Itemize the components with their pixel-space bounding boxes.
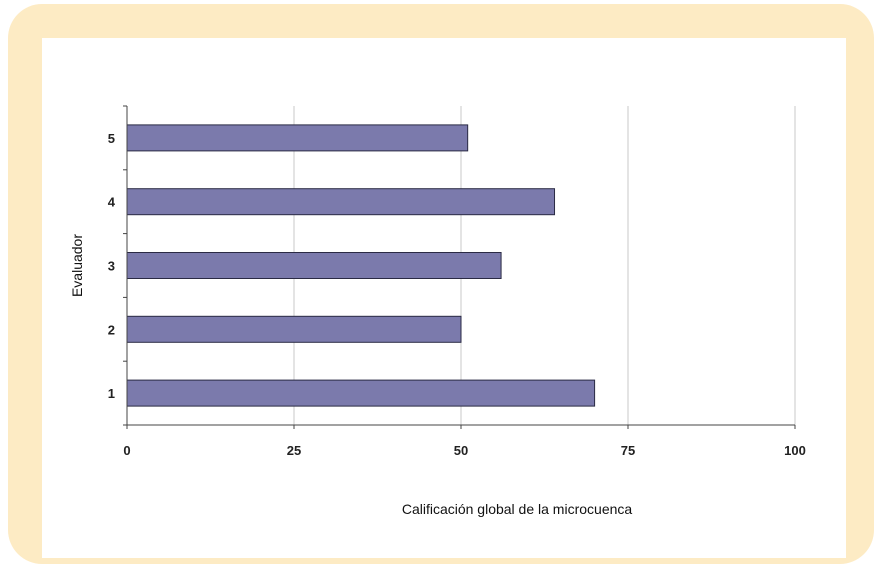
bar-evaluador-5	[126, 124, 469, 152]
axes	[123, 105, 796, 429]
y-tick-label-2: 2	[108, 322, 115, 337]
bar-evaluador-2	[126, 315, 462, 343]
y-tick-label-4: 4	[108, 195, 116, 210]
y-tick-label-5: 5	[108, 131, 115, 146]
y-tick-labels: 1 2 3 4 5	[108, 131, 116, 401]
x-axis-title: Calificación global de la microcuenca	[402, 501, 633, 517]
y-axis-title: Evaluador	[69, 234, 85, 297]
bar-evaluador-3	[126, 252, 502, 279]
x-tick-labels: 0 25 50 75 100	[123, 443, 805, 458]
bar-evaluador-4	[126, 188, 556, 216]
x-tick-label-0: 0	[123, 443, 130, 458]
x-tick-label-25: 25	[287, 443, 301, 458]
x-tick-label-50: 50	[454, 443, 468, 458]
x-tick-label-100: 100	[784, 443, 806, 458]
bars	[126, 124, 596, 407]
bar-evaluador-1	[126, 379, 596, 407]
y-tick-label-1: 1	[108, 386, 115, 401]
bar-chart: 0 25 50 75 100 1 2 3 4 5 Calificación global de …	[69, 105, 806, 517]
y-tick-label-3: 3	[108, 259, 115, 274]
x-tick-label-75: 75	[621, 443, 635, 458]
